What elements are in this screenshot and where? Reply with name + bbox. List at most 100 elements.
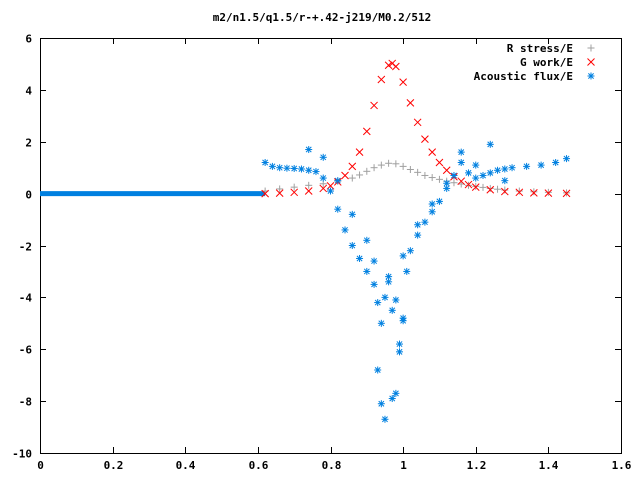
y-tick-label-6: -6 — [19, 344, 33, 357]
point-1-0 — [261, 189, 269, 198]
y-tick-label-7: -8 — [19, 396, 32, 409]
acoustic-flux-baseline — [40, 191, 266, 197]
point-2-55 — [443, 179, 451, 187]
point-2-9 — [327, 187, 334, 195]
series-2 — [261, 140, 571, 423]
point-2-34 — [472, 174, 480, 182]
point-2-56 — [457, 148, 465, 156]
point-1-10 — [362, 127, 371, 136]
y-tick-label-0: 6 — [25, 33, 32, 46]
point-2-53 — [414, 221, 422, 229]
point-0-14 — [406, 166, 414, 174]
point-1-27 — [486, 185, 495, 194]
point-2-52 — [399, 252, 407, 260]
y-tick-label-4: -2 — [19, 241, 32, 254]
point-2-14 — [363, 267, 371, 275]
point-0-28 — [515, 187, 523, 195]
point-1-25 — [464, 180, 473, 189]
point-2-17 — [377, 319, 385, 327]
point-2-18 — [381, 293, 389, 301]
x-tick-label-3: 0.6 — [249, 459, 269, 472]
point-1-11 — [370, 101, 378, 110]
point-0-27 — [501, 186, 509, 194]
legend-label-2: Acoustic flux/E — [474, 70, 573, 83]
point-0-12 — [392, 160, 400, 168]
point-2-33 — [464, 169, 472, 177]
point-1-2 — [290, 188, 299, 197]
point-0-13 — [399, 162, 407, 170]
point-0-8 — [363, 167, 371, 175]
point-2-47 — [348, 210, 356, 218]
point-2-54 — [428, 200, 436, 208]
point-2-12 — [348, 242, 356, 249]
point-2-25 — [406, 247, 414, 255]
point-2-43 — [563, 155, 571, 163]
point-1-8 — [348, 162, 357, 171]
x-tick-label-1: 0.2 — [104, 459, 124, 472]
x-tick-label-7: 1.4 — [539, 459, 559, 472]
point-0-15 — [414, 168, 422, 176]
point-2-0 — [261, 159, 269, 166]
plot-frame — [40, 38, 622, 454]
legend-label-0: R stress/E — [507, 42, 573, 55]
point-1-32 — [562, 189, 571, 198]
point-2-32 — [457, 159, 465, 166]
point-1-30 — [529, 188, 538, 197]
point-2-1 — [268, 162, 276, 170]
point-1-3 — [304, 187, 313, 195]
point-2-8 — [319, 174, 327, 182]
point-2-51 — [392, 296, 400, 304]
point-2-15 — [370, 280, 378, 288]
point-2-38 — [501, 165, 509, 173]
point-2-50 — [385, 278, 393, 286]
point-1-28 — [500, 187, 509, 196]
series-1 — [261, 59, 571, 198]
x-tick-label-8: 1.6 — [612, 459, 632, 472]
point-2-29 — [435, 197, 443, 205]
point-1-24 — [457, 177, 466, 186]
point-0-10 — [377, 161, 385, 169]
point-2-19 — [385, 273, 393, 281]
point-2-2 — [276, 164, 284, 172]
point-2-64 — [399, 314, 407, 322]
point-2-45 — [319, 153, 327, 161]
legend-marker-0 — [587, 44, 595, 52]
chart-title: m2/n1.5/q1.5/r-+.42-j219/M0.2/512 — [213, 11, 432, 24]
point-1-12 — [377, 75, 386, 84]
y-tick-label-2: 2 — [25, 137, 32, 150]
legend-marker-1 — [587, 58, 595, 66]
point-1-19 — [421, 135, 429, 144]
y-tick-label-8: -10 — [12, 448, 32, 461]
point-2-4 — [290, 164, 298, 172]
point-1-26 — [471, 183, 480, 191]
y-tick-label-3: 0 — [25, 189, 32, 202]
point-0-24 — [479, 183, 487, 191]
point-2-10 — [334, 205, 342, 213]
point-2-57 — [472, 161, 480, 169]
point-1-15 — [392, 62, 400, 71]
point-2-65 — [374, 366, 382, 374]
point-2-62 — [388, 395, 396, 403]
point-0-25 — [486, 184, 494, 192]
point-0-17 — [428, 174, 436, 182]
point-0-20 — [450, 179, 458, 187]
point-1-1 — [275, 189, 284, 197]
x-tick-label-4: 0.8 — [322, 459, 342, 472]
point-2-37 — [494, 166, 502, 174]
point-2-35 — [479, 171, 487, 179]
point-2-41 — [537, 161, 545, 169]
point-2-63 — [395, 348, 403, 356]
point-2-16 — [374, 299, 382, 307]
axis-ticks: 0 0.2 0.4 0.6 0.8 1 1.2 1.4 1.6 6 4 2 0 -2 -4 -6 -8 -10 — [12, 33, 632, 473]
point-2-20 — [388, 306, 396, 314]
point-2-61 — [381, 415, 389, 423]
point-0-2 — [290, 183, 298, 191]
point-2-58 — [486, 140, 494, 148]
point-2-22 — [395, 340, 403, 348]
point-0-3 — [305, 181, 313, 189]
point-2-49 — [370, 257, 378, 265]
point-2-31 — [450, 171, 458, 179]
point-0-6 — [348, 174, 356, 182]
